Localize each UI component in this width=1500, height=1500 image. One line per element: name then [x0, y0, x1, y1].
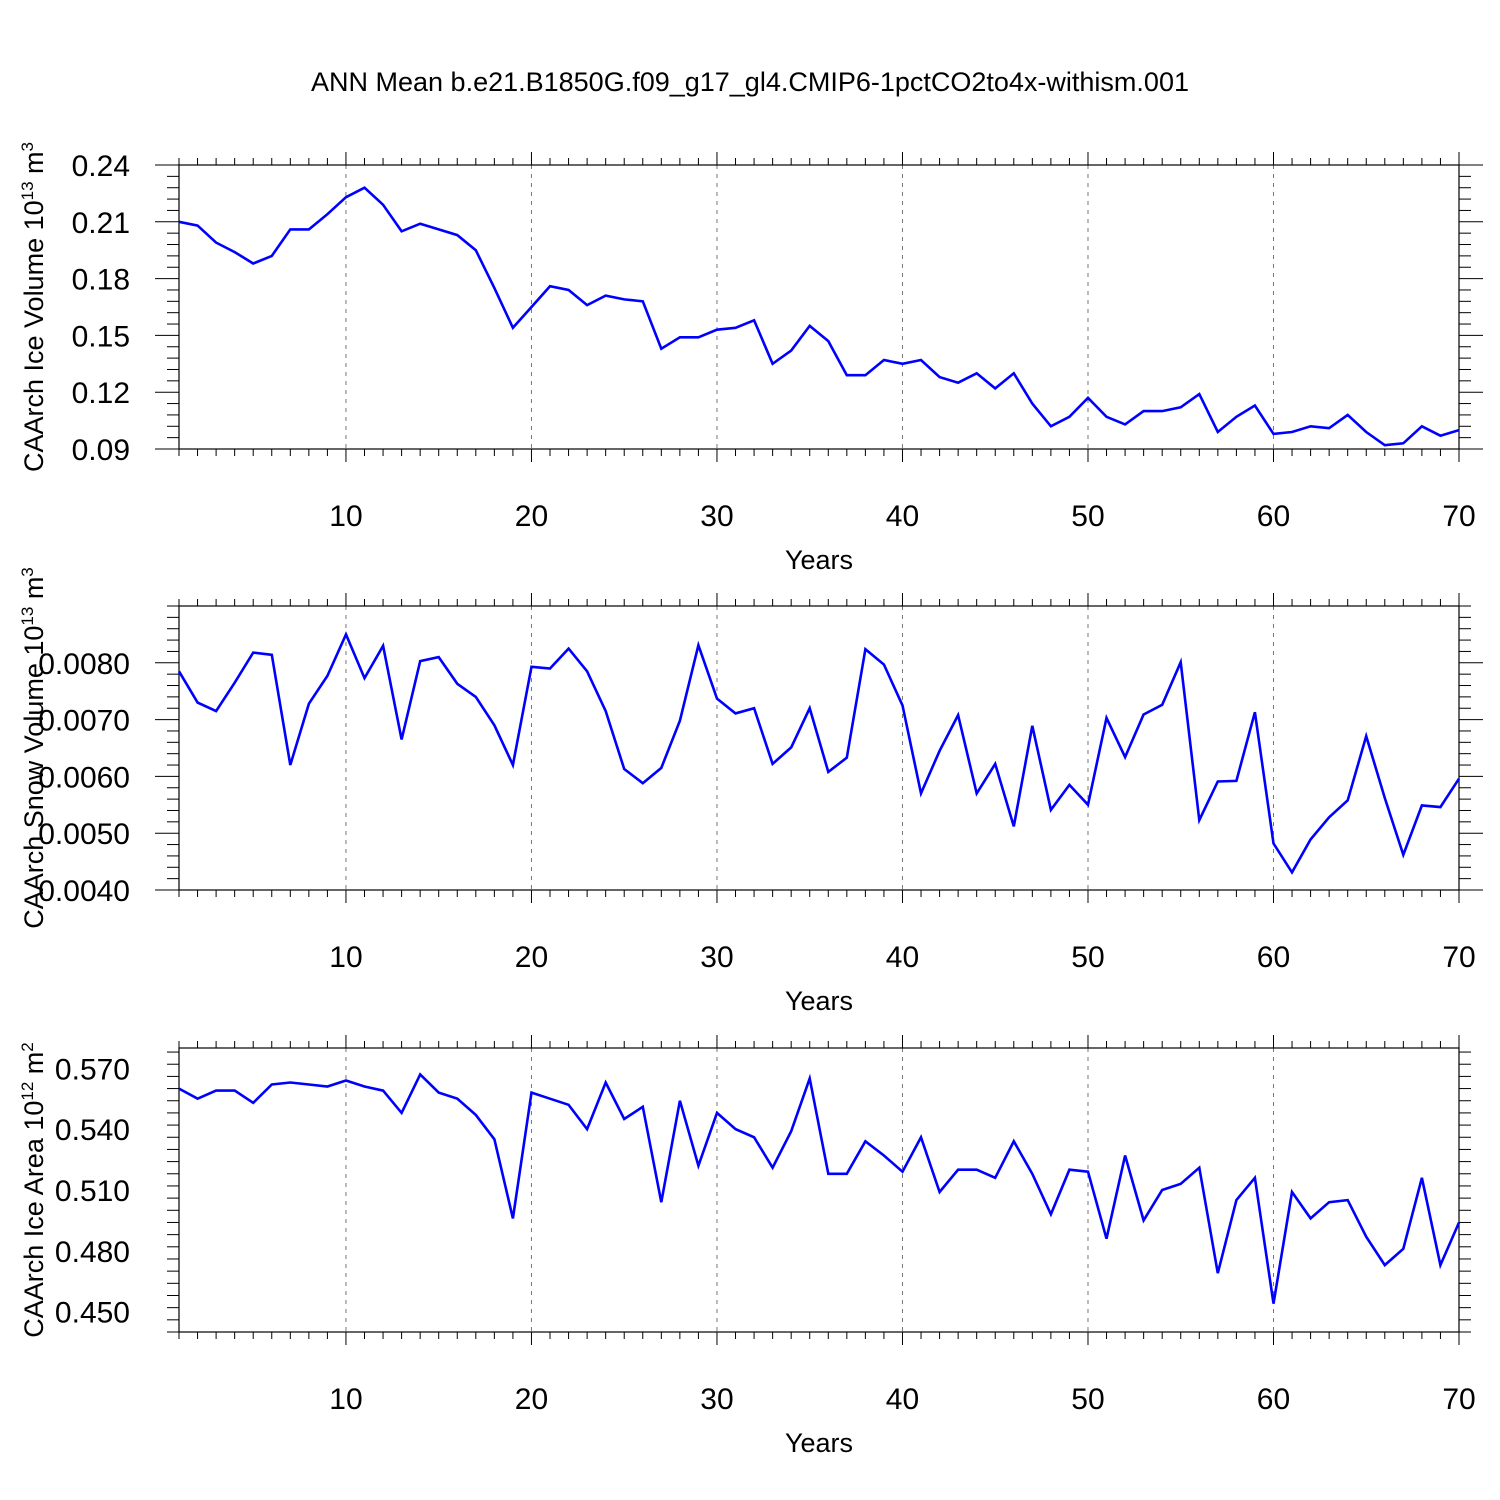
- x-tick-label: 60: [1257, 941, 1290, 974]
- y-tick-label: 0.0060: [38, 761, 130, 794]
- x-tick-label: 70: [1442, 941, 1475, 974]
- y-axis-title: CAArch Ice Volume 1013 m3: [18, 142, 49, 472]
- series-line: [178, 186, 1460, 447]
- x-tick-label: 50: [1071, 1383, 1104, 1416]
- x-tick-label: 10: [329, 941, 362, 974]
- y-axis-title: CAArch Ice Area 1012 m2: [18, 1042, 49, 1338]
- x-axis-title: Years: [785, 986, 853, 1016]
- panel-3: 0.450 0.480 0.510 0.540 0.570 10 20 30 40 50 60 70 Y…: [18, 1035, 1476, 1458]
- x-tick-label: 10: [329, 500, 362, 533]
- series-line: [177, 631, 1461, 875]
- x-axis-title: Years: [785, 1428, 853, 1458]
- x-tick-label: 20: [515, 500, 548, 533]
- x-tick-label: 50: [1071, 941, 1104, 974]
- x-tick-label: 40: [886, 1383, 919, 1416]
- x-tick-label: 60: [1257, 1383, 1290, 1416]
- plot-frame: [178, 164, 1460, 450]
- y-tick-label: 0.15: [72, 320, 130, 353]
- y-tick-label: 0.12: [72, 377, 130, 410]
- y-axis-title: CAArch Snow Volume 1013 m3: [18, 567, 49, 929]
- y-tick-label: 0.18: [72, 264, 130, 297]
- panel-2: 0.0040 0.0050 0.0060 0.0070 0.0080 10 20 30 40 50…: [18, 567, 1483, 1016]
- chart-title: ANN Mean b.e21.B1850G.f09_g17_gl4.CMIP6-…: [311, 67, 1189, 97]
- y-tick-label: 0.0050: [38, 818, 130, 851]
- y-tick-label: 0.510: [55, 1175, 130, 1208]
- panel-1: 0.09 0.12 0.15 0.18 0.21 0.24 10 20 30 40 50 60 70 Ye…: [18, 142, 1483, 575]
- plot-frame: [178, 1047, 1460, 1333]
- y-tick-label: 0.21: [72, 207, 130, 240]
- x-tick-label: 30: [700, 941, 733, 974]
- x-tick-label: 40: [886, 941, 919, 974]
- y-tick-label: 0.570: [55, 1053, 130, 1086]
- y-tick-label: 0.480: [55, 1236, 130, 1269]
- x-axis-title: Years: [785, 545, 853, 575]
- y-tick-label: 0.09: [72, 434, 130, 467]
- y-tick-label: 0.24: [72, 150, 130, 183]
- x-tick-label: 20: [515, 1383, 548, 1416]
- y-tick-label: 0.0070: [38, 705, 130, 738]
- x-tick-label: 30: [700, 1383, 733, 1416]
- x-tick-label: 70: [1442, 1383, 1475, 1416]
- y-tick-label: 0.450: [55, 1297, 130, 1330]
- x-tick-label: 60: [1257, 500, 1290, 533]
- x-tick-label: 10: [329, 1383, 362, 1416]
- x-tick-label: 70: [1442, 500, 1475, 533]
- y-tick-label: 0.0040: [38, 875, 130, 908]
- x-tick-label: 50: [1071, 500, 1104, 533]
- x-tick-label: 20: [515, 941, 548, 974]
- y-tick-label: 0.0080: [38, 648, 130, 681]
- y-tick-label: 0.540: [55, 1114, 130, 1147]
- series-line: [178, 1072, 1461, 1304]
- plot-frame: [178, 605, 1460, 891]
- x-tick-label: 40: [886, 500, 919, 533]
- x-tick-label: 30: [700, 500, 733, 533]
